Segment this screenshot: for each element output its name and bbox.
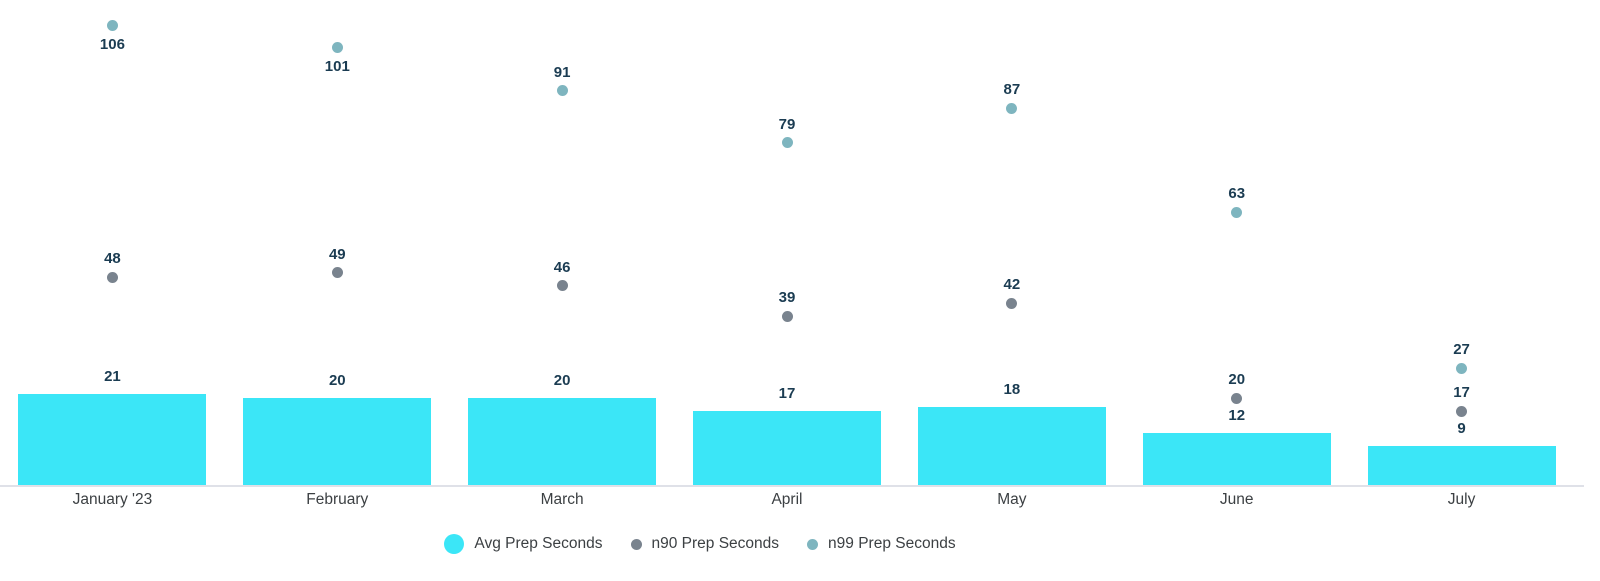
legend: Avg Prep Seconds n90 Prep Seconds n99 Pr… (0, 532, 1400, 556)
x-axis-label: February (306, 491, 369, 508)
value-label-n90-prep-seconds: 20 (1228, 371, 1246, 389)
bar-avg-prep-seconds[interactable] (917, 407, 1106, 485)
point-n90-prep-seconds[interactable] (556, 280, 568, 292)
value-label-avg-prep-seconds: 21 (104, 368, 121, 386)
value-label-avg-prep-seconds: 18 (1003, 381, 1021, 399)
value-label-n99-prep-seconds: 79 (778, 115, 796, 133)
value-label-n90-prep-seconds: 46 (553, 258, 571, 276)
point-n99-prep-seconds[interactable] (1231, 206, 1243, 218)
value-label-avg-prep-seconds: 12 (1228, 407, 1246, 425)
value-label-avg-prep-seconds: 17 (778, 385, 796, 403)
legend-label: Avg Prep Seconds (474, 535, 603, 552)
value-label-avg-prep-seconds: 20 (553, 372, 571, 390)
point-n99-prep-seconds[interactable] (556, 85, 568, 97)
legend-item-n99-prep-seconds[interactable]: n99 Prep Seconds (807, 533, 956, 555)
bar-avg-prep-seconds[interactable] (18, 394, 207, 485)
legend-label: n90 Prep Seconds (651, 535, 780, 552)
bar-avg-prep-seconds[interactable] (1142, 433, 1331, 485)
x-axis-label: May (997, 491, 1027, 508)
point-n99-prep-seconds[interactable] (781, 137, 793, 149)
value-label-n99-prep-seconds: 91 (553, 63, 571, 81)
bar-avg-prep-seconds[interactable] (693, 411, 881, 485)
value-label-n99-prep-seconds: 87 (1003, 81, 1021, 99)
legend-swatch-bar-icon (444, 534, 465, 554)
bar-avg-prep-seconds[interactable] (243, 398, 432, 485)
point-n99-prep-seconds[interactable] (331, 42, 343, 54)
x-axis-label: July (1447, 491, 1476, 508)
bar-avg-prep-seconds[interactable] (1367, 446, 1556, 485)
x-axis-label: March (540, 491, 584, 508)
legend-item-avg-prep-seconds[interactable]: Avg Prep Seconds (444, 533, 603, 555)
value-label-avg-prep-seconds: 9 (1457, 420, 1466, 438)
value-label-n90-prep-seconds: 39 (778, 289, 796, 307)
value-label-n90-prep-seconds: 48 (104, 250, 121, 268)
point-n90-prep-seconds[interactable] (781, 310, 793, 322)
legend-item-n90-prep-seconds[interactable]: n90 Prep Seconds (630, 533, 780, 555)
value-label-n99-prep-seconds: 63 (1228, 185, 1246, 203)
x-axis-label: January '23 (72, 491, 153, 508)
point-n90-prep-seconds[interactable] (1231, 392, 1243, 404)
point-n90-prep-seconds[interactable] (331, 267, 343, 279)
point-n99-prep-seconds[interactable] (106, 20, 118, 32)
value-label-n99-prep-seconds: 27 (1453, 341, 1470, 359)
bar-avg-prep-seconds[interactable] (468, 398, 657, 485)
legend-swatch-n99-dot-icon (807, 538, 819, 550)
point-n90-prep-seconds[interactable] (1456, 405, 1468, 417)
plot-area: 21 20 20 17 18 12 9 48 49 46 39 42 20 17 106 101 91 79 87 6… (18, 20, 1556, 485)
point-n90-prep-seconds[interactable] (106, 271, 118, 283)
point-n99-prep-seconds[interactable] (1456, 362, 1468, 374)
value-label-n90-prep-seconds: 17 (1453, 384, 1470, 402)
point-n99-prep-seconds[interactable] (1006, 102, 1018, 114)
legend-swatch-n90-dot-icon (630, 538, 642, 550)
x-axis-label: April (771, 491, 803, 508)
x-axis-label: June (1219, 491, 1254, 508)
x-axis-line (0, 485, 1584, 487)
legend-label: n99 Prep Seconds (828, 535, 956, 552)
value-label-n90-prep-seconds: 49 (328, 245, 346, 263)
value-label-n99-prep-seconds: 101 (324, 57, 350, 75)
value-label-n99-prep-seconds: 106 (99, 35, 125, 53)
value-label-n90-prep-seconds: 42 (1003, 276, 1021, 294)
value-label-avg-prep-seconds: 20 (328, 372, 346, 390)
point-n90-prep-seconds[interactable] (1006, 297, 1018, 309)
